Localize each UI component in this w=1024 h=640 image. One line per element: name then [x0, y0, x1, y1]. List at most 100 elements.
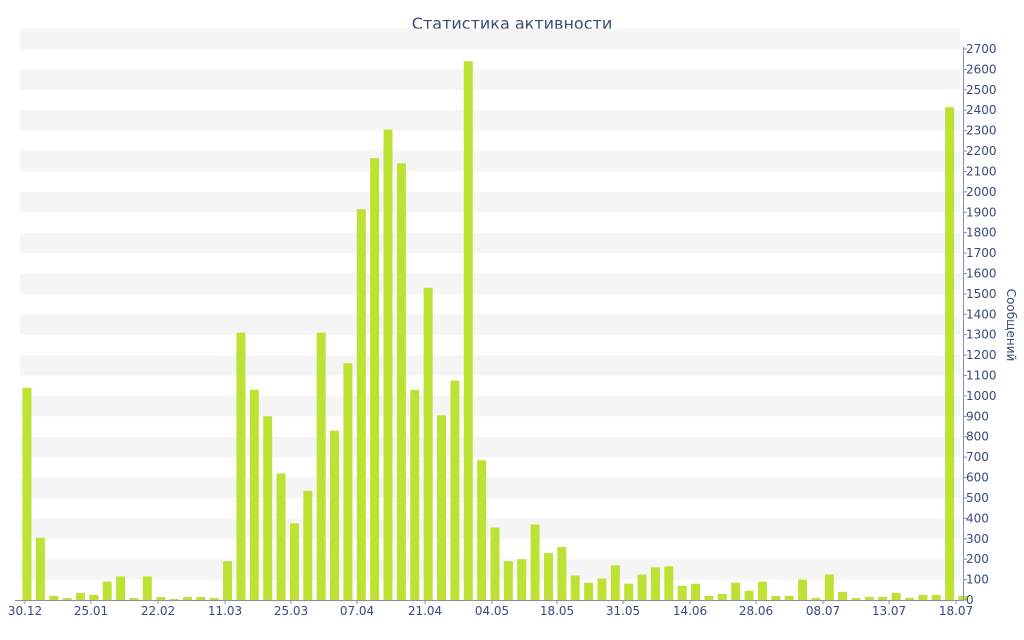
bar	[196, 596, 206, 600]
bar	[236, 332, 246, 600]
y-tick-label: 1500	[966, 287, 997, 301]
x-tick-label: 18.07	[939, 604, 973, 618]
y-tick-label: 1300	[966, 328, 997, 342]
bar	[851, 597, 861, 600]
grid-band	[20, 314, 960, 335]
bar	[142, 576, 152, 600]
x-tick-label: 07.04	[340, 604, 374, 618]
bar	[450, 380, 460, 600]
y-tick-label: 1700	[966, 246, 997, 260]
bar	[129, 597, 139, 600]
bar	[945, 107, 955, 600]
bar	[490, 527, 500, 600]
x-tick-label: 25.03	[274, 604, 308, 618]
bar	[22, 387, 32, 600]
chart-title: Статистика активности	[411, 14, 613, 33]
y-tick-label: 900	[966, 409, 989, 423]
y-tick-label: 1800	[966, 226, 997, 240]
bar	[610, 565, 620, 600]
grid-band	[20, 559, 960, 580]
y-tick-label: 1400	[966, 307, 997, 321]
x-tick-label: 30.12	[8, 604, 42, 618]
y-tick-label: 1600	[966, 266, 997, 280]
bar	[289, 523, 299, 600]
bar	[757, 581, 767, 600]
y-tick-label: 2200	[966, 144, 997, 158]
y-tick-label: 2600	[966, 62, 997, 76]
bar	[878, 596, 888, 600]
x-tick-label: 13.07	[872, 604, 906, 618]
bar	[570, 575, 580, 600]
grid-band	[20, 273, 960, 294]
y-ticks: 0 100 200 300 400 500 600 700 800 900 1000 1100 1200…	[963, 42, 997, 607]
bar	[303, 490, 313, 600]
x-tick-label: 31.05	[606, 604, 640, 618]
bar	[410, 389, 420, 600]
grid-band	[20, 110, 960, 131]
y-tick-label: 2100	[966, 164, 997, 178]
grid-band	[20, 518, 960, 539]
bar	[811, 597, 821, 600]
bar	[330, 430, 340, 600]
bar	[503, 561, 513, 600]
y-tick-label: 300	[966, 532, 989, 546]
y-tick-label: 2400	[966, 103, 997, 117]
bar	[156, 596, 166, 600]
bar	[463, 61, 473, 601]
y-tick-label: 2500	[966, 83, 997, 97]
bar	[169, 598, 179, 600]
bar	[891, 592, 901, 600]
bar	[62, 597, 72, 600]
bar	[864, 596, 874, 600]
bar	[838, 591, 848, 600]
bar	[396, 163, 406, 600]
bar	[824, 574, 834, 600]
y-tick-label: 700	[966, 450, 989, 464]
bar	[249, 389, 259, 600]
axes	[15, 47, 964, 601]
y-tick-label: 2000	[966, 185, 997, 199]
bar	[691, 583, 701, 600]
grid-band	[20, 477, 960, 498]
y-tick-label: 1900	[966, 205, 997, 219]
bar	[918, 594, 928, 600]
y-tick-label: 2700	[966, 42, 997, 56]
bar	[597, 578, 607, 600]
y-axis-label: Сообщений	[1004, 289, 1018, 362]
x-ticks: 30.12 25.01 22.02 11.03 25.03 07.04 21.04 04.05…	[8, 600, 973, 618]
bar	[530, 524, 540, 600]
y-tick-label: 200	[966, 552, 989, 566]
x-tick-label: 25.01	[74, 604, 108, 618]
grid-band	[20, 151, 960, 172]
x-tick-label: 14.06	[673, 604, 707, 618]
grid-band	[20, 355, 960, 376]
bar	[677, 585, 687, 600]
grid-band	[20, 191, 960, 213]
y-tick-label: 600	[966, 471, 989, 485]
grid-band	[20, 232, 960, 254]
bar	[557, 546, 567, 600]
bar	[905, 597, 915, 600]
bar	[356, 209, 366, 600]
bar	[798, 579, 808, 600]
grid-band	[20, 395, 960, 417]
y-tick-label: 1000	[966, 389, 997, 403]
bar	[624, 583, 634, 600]
bar	[423, 287, 433, 600]
x-tick-label: 21.04	[408, 604, 442, 618]
bar	[584, 582, 594, 600]
y-tick-label: 2300	[966, 124, 997, 138]
bar	[704, 595, 714, 600]
bar	[370, 158, 380, 600]
bar	[343, 363, 353, 600]
bar	[717, 593, 727, 600]
bar	[771, 595, 781, 600]
y-tick-label: 1200	[966, 348, 997, 362]
grid-band	[20, 28, 960, 49]
bar	[477, 460, 487, 600]
bar	[276, 473, 286, 600]
bar	[182, 596, 192, 600]
bar	[543, 553, 553, 600]
x-tick-label: 22.02	[141, 604, 175, 618]
